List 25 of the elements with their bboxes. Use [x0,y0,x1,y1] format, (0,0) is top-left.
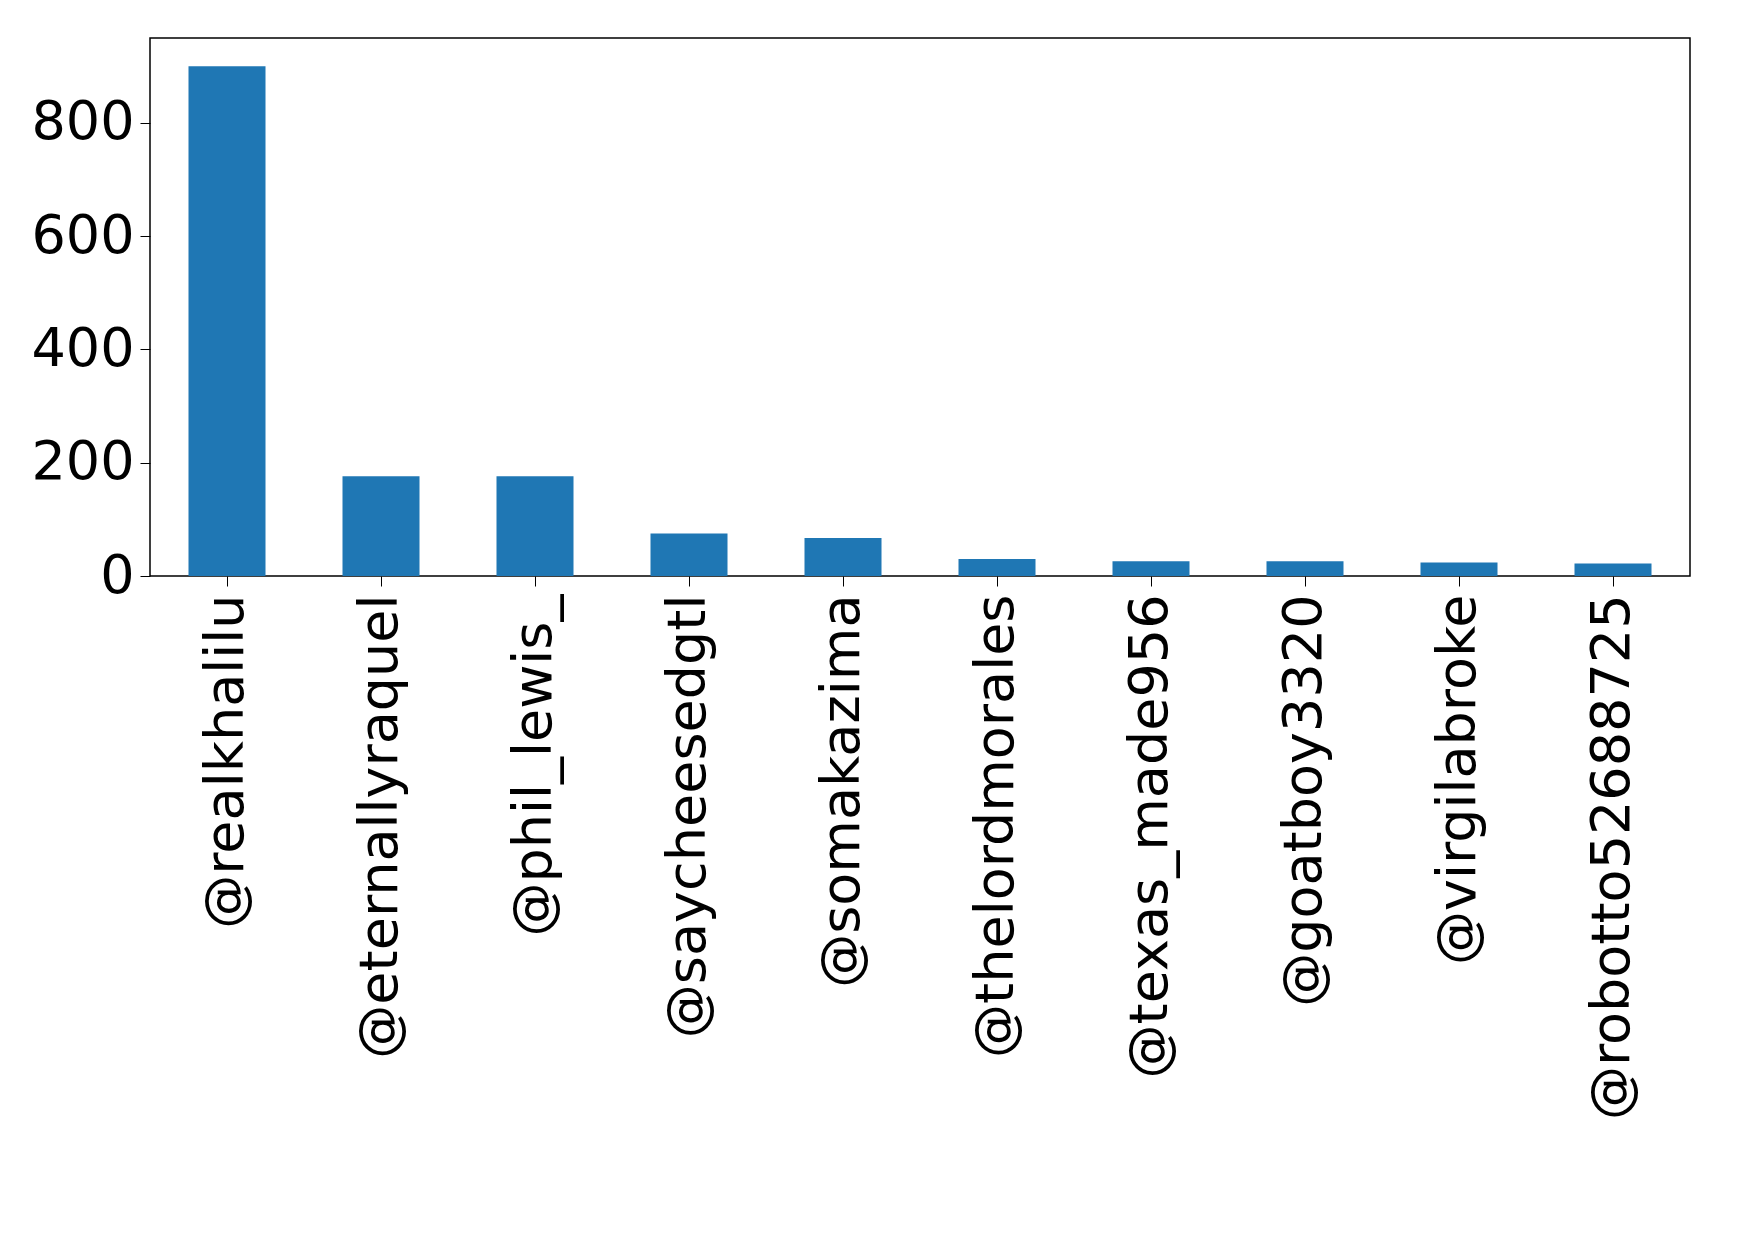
x-tick-label: @realkhalilu [193,594,256,929]
x-tick-label: @texas_made956 [1117,594,1180,1079]
x-tick-label: @virgilabroke [1425,594,1488,965]
bar [1112,561,1190,576]
x-tick-label: @phil_lewis_ [501,593,564,937]
bar [958,559,1036,576]
y-tick-label: 200 [31,429,135,493]
bar [650,533,728,576]
y-tick-label: 600 [31,202,135,266]
y-tick-label: 400 [31,315,135,379]
x-tick-label: @somakazima [809,594,872,988]
y-tick-label: 800 [31,89,135,153]
bar [804,538,882,576]
bar [1574,563,1652,576]
y-tick-label: 0 [100,542,135,606]
x-tick-label: @robotto52688725 [1579,594,1642,1121]
bar [342,476,420,576]
x-tick-label: @goatboy3320 [1271,594,1334,1007]
bar [496,476,574,576]
x-tick-label: @thelordmorales [963,594,1026,1058]
bar [1266,561,1344,576]
bar [1420,562,1498,576]
x-tick-label: @eternallyraquel [347,594,410,1059]
x-tick-label: @saycheesedgtl [655,594,718,1039]
bar [188,66,266,576]
